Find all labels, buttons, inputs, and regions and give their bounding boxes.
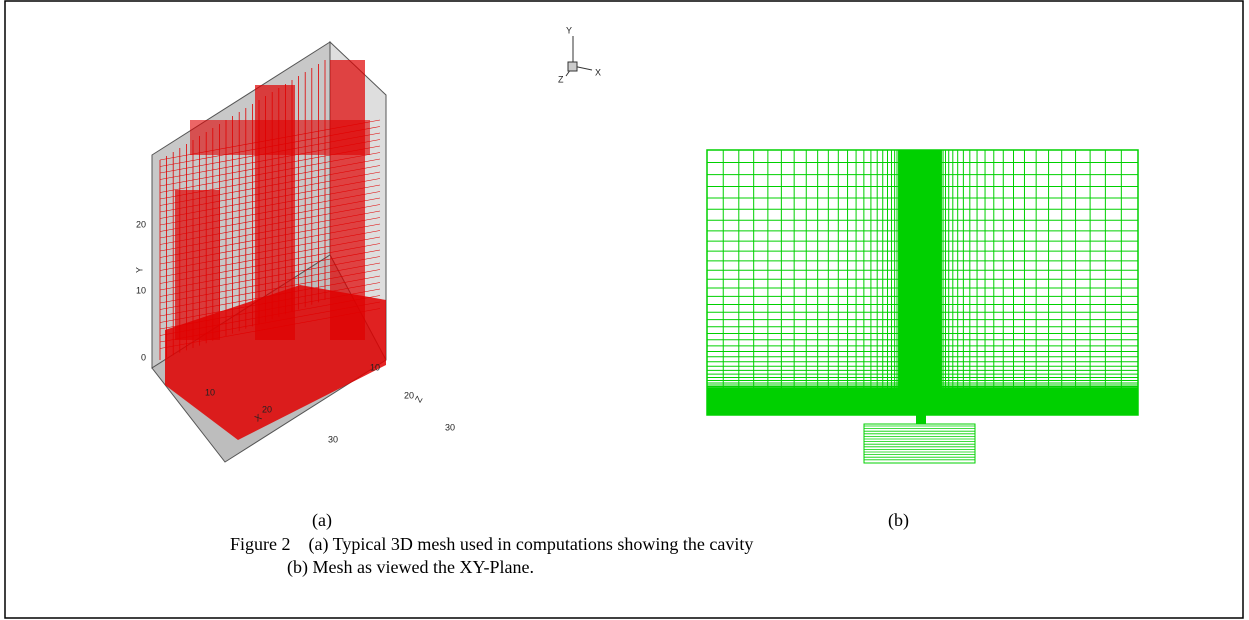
y-tick-label: 10 bbox=[136, 285, 146, 295]
triad-label: Y bbox=[566, 25, 572, 35]
x-tick-label: 30 bbox=[328, 434, 338, 444]
figure: Y X Z 0 10 20 Y 10 20 30 X 10 20 30 Z (a… bbox=[0, 0, 1249, 620]
panel-label: (a) bbox=[312, 510, 332, 531]
mesh-dense-band bbox=[707, 388, 1138, 415]
mesh-column bbox=[175, 190, 220, 340]
z-tick-label: 30 bbox=[445, 422, 455, 432]
mesh-beam bbox=[190, 120, 370, 155]
triad-cube bbox=[568, 62, 577, 71]
page: Y X Z 0 10 20 Y 10 20 30 X 10 20 30 Z (a… bbox=[0, 0, 1249, 620]
mesh-dense-column bbox=[899, 150, 941, 415]
caption-line: (b) Mesh as viewed the XY-Plane. bbox=[287, 557, 534, 578]
caption-line: Figure 2 (a) Typical 3D mesh used in com… bbox=[230, 534, 753, 555]
triad-label: X bbox=[595, 67, 601, 77]
y-tick-label: 0 bbox=[141, 352, 146, 362]
panel-label: (b) bbox=[888, 510, 909, 531]
mesh-column bbox=[330, 60, 365, 340]
triad-label: Z bbox=[558, 74, 564, 84]
z-tick-label: 10 bbox=[370, 362, 380, 372]
y-axis-label: Y bbox=[134, 267, 144, 273]
x-tick-label: 10 bbox=[205, 387, 215, 397]
y-tick-label: 20 bbox=[136, 219, 146, 229]
x-tick-label: 20 bbox=[262, 404, 272, 414]
